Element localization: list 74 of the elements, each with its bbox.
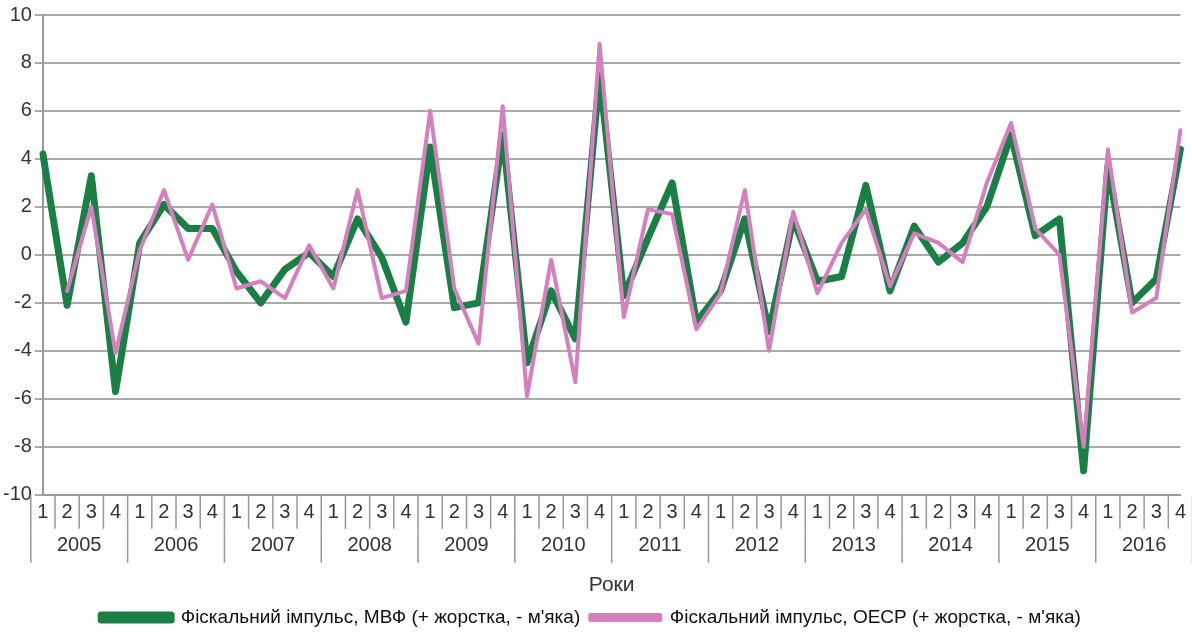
y-tick-label: 0	[20, 242, 32, 265]
y-tick-label: -2	[14, 290, 32, 313]
x-tick-label: 4	[1078, 500, 1090, 523]
x-tick-label: 3	[666, 500, 678, 523]
x-tick-label: 3	[279, 500, 291, 523]
x-tick-label: 1	[521, 500, 533, 523]
x-tick-label: 1	[424, 500, 436, 523]
legend-label: Фіскальний імпульс, ОЕСР (+ жорстка, - м'яка)	[669, 605, 1081, 627]
text: 2008	[347, 533, 392, 556]
x-tick-label: 4	[206, 500, 218, 523]
x-tick-label: 2	[1029, 500, 1041, 523]
y-tick-label: -4	[14, 338, 32, 361]
x-tick-label: 3	[85, 500, 97, 523]
y-tick-label: 4	[20, 146, 32, 169]
y-tick-label: 10	[9, 2, 32, 25]
x-tick-label: 3	[860, 500, 872, 523]
x-tick-label: 4	[787, 500, 799, 523]
text: 2009	[444, 533, 489, 556]
x-tick-label: 1	[908, 500, 920, 523]
x-tick-label: 2	[545, 500, 557, 523]
y-tick-label: -8	[14, 434, 32, 457]
x-tick-label: 2	[932, 500, 944, 523]
x-tick-label: 3	[569, 500, 581, 523]
x-tick-label: 1	[715, 500, 727, 523]
x-tick-label: 3	[763, 500, 775, 523]
x-tick-label: 3	[1150, 500, 1162, 523]
x-tick-label: 3	[376, 500, 388, 523]
text: 2005	[56, 533, 102, 556]
x-tick-label: 4	[690, 500, 702, 523]
x-tick-label: 2	[61, 500, 73, 523]
x-tick-label: 3	[472, 500, 485, 523]
x-tick-label: 2	[836, 500, 848, 523]
x-tick-label: 4	[109, 500, 122, 523]
x-tick-label: 4	[497, 500, 509, 523]
x-axis-title: Роки	[588, 572, 635, 596]
x-tick-label: 4	[1174, 500, 1186, 523]
text: 2011	[638, 533, 682, 556]
x-tick-label: 4	[400, 500, 412, 523]
x-tick-label: 1	[811, 500, 823, 523]
y-tick-label: -6	[14, 386, 32, 409]
x-tick-label: 3	[182, 500, 194, 523]
x-tick-label: 4	[884, 500, 896, 523]
text: 2015	[1025, 533, 1070, 556]
x-tick-label: 1	[134, 500, 146, 523]
x-tick-label: 3	[1053, 500, 1065, 523]
x-tick-label: 2	[351, 500, 364, 523]
text: 2012	[734, 533, 780, 556]
x-tick-label: 1	[618, 500, 630, 523]
x-tick-label: 2	[1126, 500, 1138, 523]
x-tick-label: 3	[957, 500, 969, 523]
text: 2007	[250, 533, 296, 556]
x-tick-label: 1	[1102, 500, 1114, 523]
y-tick-label: 8	[20, 50, 32, 73]
y-tick-label: -10	[3, 482, 32, 505]
y-tick-label: 6	[20, 98, 32, 121]
x-tick-label: 1	[230, 500, 243, 523]
x-tick-label: 2	[739, 500, 751, 523]
x-tick-label: 4	[981, 500, 993, 523]
x-tick-label: 1	[37, 500, 49, 523]
text: 2014	[928, 533, 973, 556]
text: 2013	[831, 533, 876, 556]
x-tick-label: 2	[158, 500, 170, 523]
x-tick-label: 4	[303, 500, 315, 523]
legend-label: Фіскальний імпульс, МВФ (+ жорстка, - м'яка)	[180, 605, 581, 627]
x-tick-label: 2	[255, 500, 267, 523]
x-tick-label: 2	[642, 500, 654, 523]
x-tick-label: 4	[594, 500, 606, 523]
text: 2016	[1121, 533, 1167, 556]
x-tick-label: 2	[448, 500, 460, 523]
text: 2010	[541, 533, 586, 556]
y-tick-label: 2	[20, 194, 32, 217]
x-tick-label: 1	[1005, 500, 1017, 523]
text: 2006	[153, 533, 199, 556]
x-tick-label: 1	[327, 500, 339, 523]
